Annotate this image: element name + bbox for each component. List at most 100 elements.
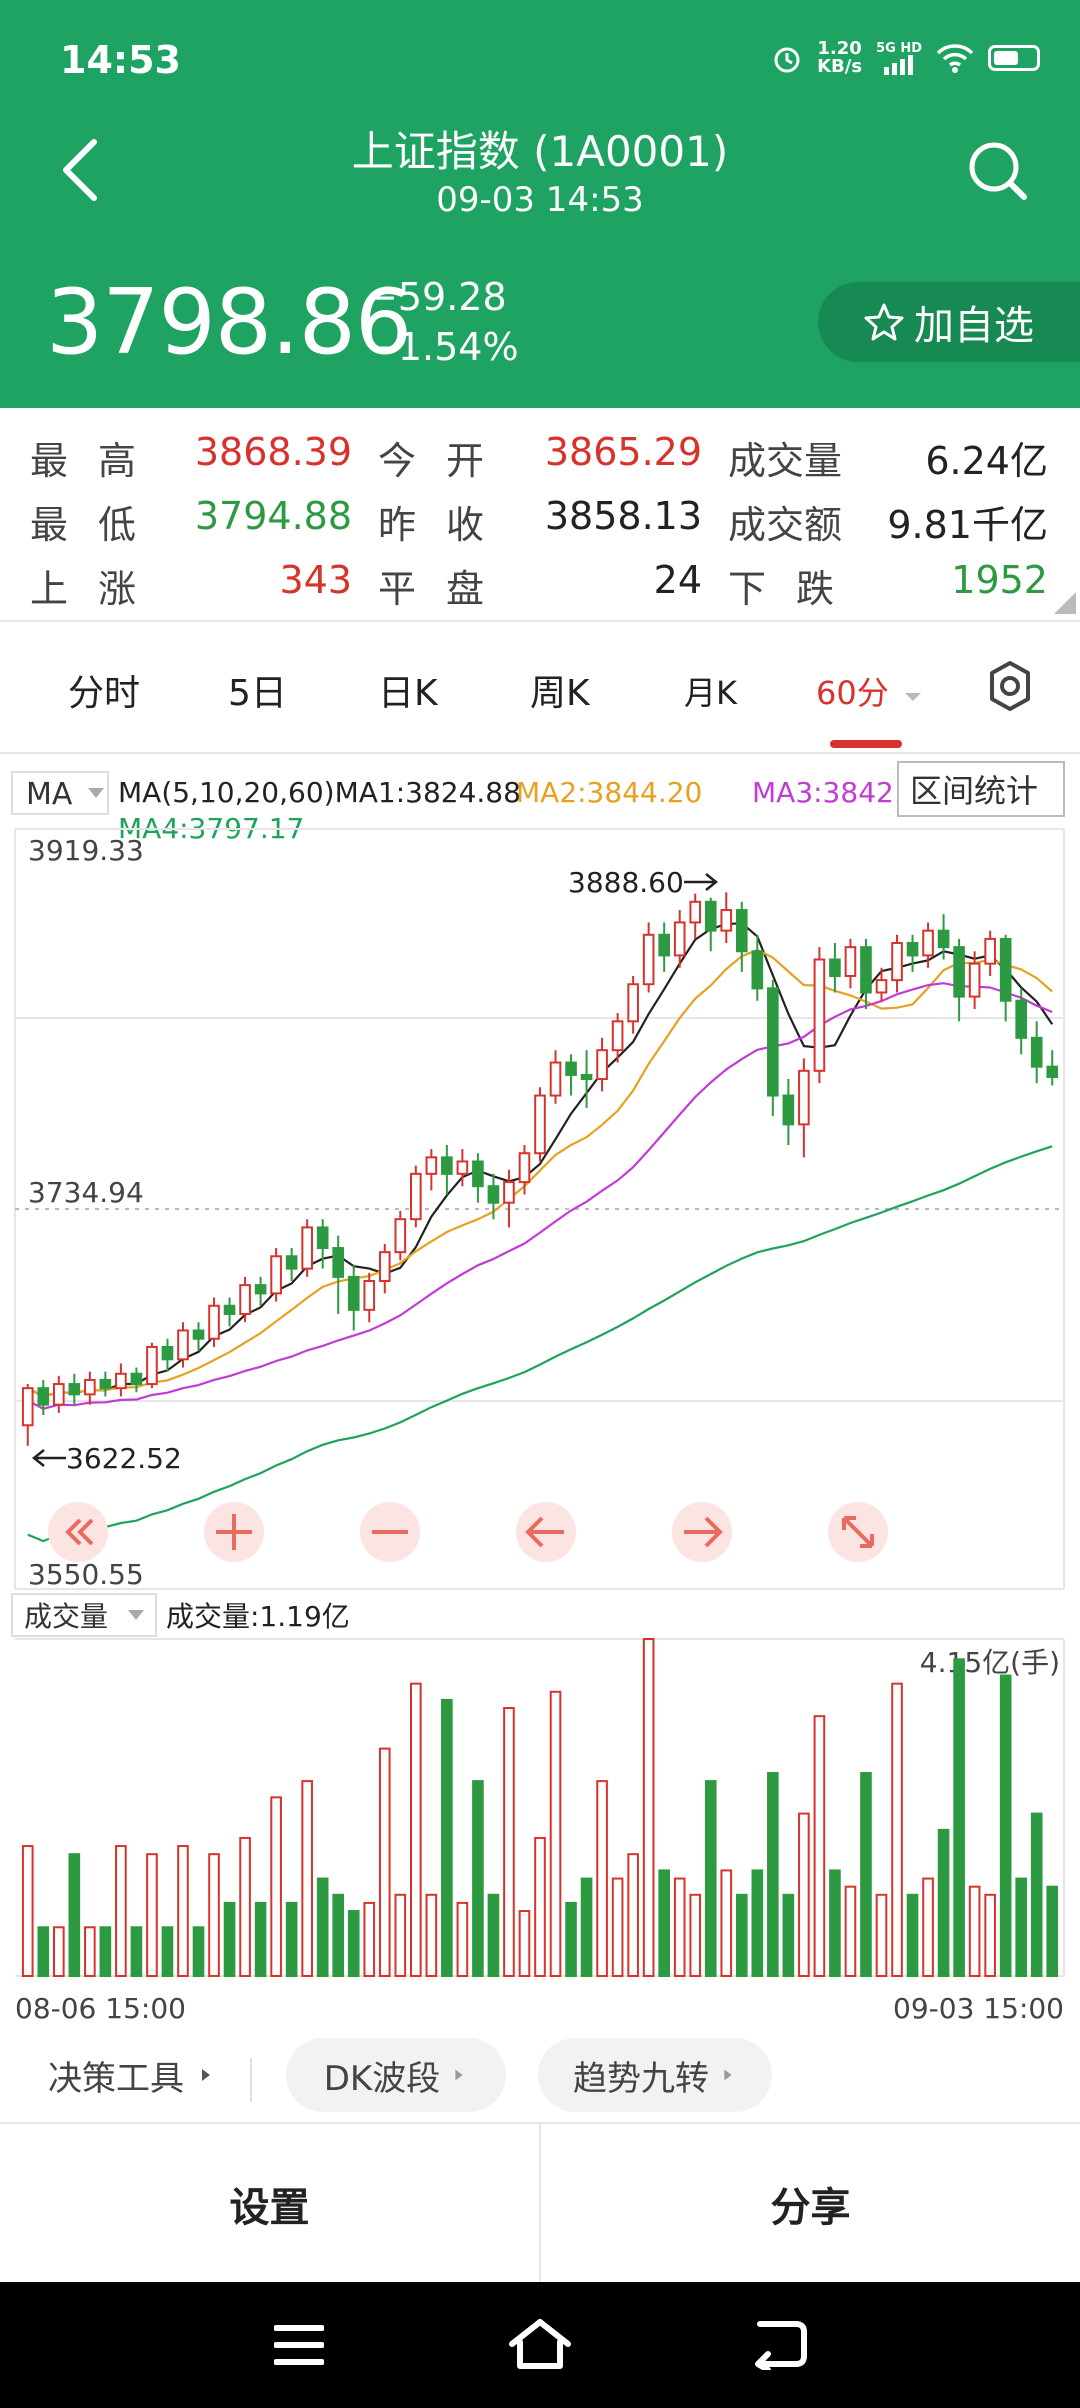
candlestick-chart[interactable]: MA MA(5,10,20,60)MA1:3824.88 MA2:3844.20…	[0, 754, 1080, 2034]
range-stats-button[interactable]	[897, 761, 1065, 817]
signal-icon: 5G HD	[876, 42, 922, 75]
candle	[332, 1235, 345, 1314]
volume-bar	[782, 1893, 795, 1977]
svg-text:MA(5,10,20,60)MA1:3824.88: MA(5,10,20,60)MA1:3824.88	[118, 776, 521, 809]
candle	[689, 893, 702, 939]
volume-bar	[130, 1926, 143, 1977]
candle	[767, 980, 779, 1117]
ma-line-3	[27, 982, 1053, 1410]
alarm-icon	[774, 47, 800, 73]
tab-monthly-k[interactable]: 月K	[684, 674, 737, 712]
add-favorite-button[interactable]: 加自选	[818, 282, 1080, 362]
pan-left-button[interactable]	[516, 1502, 576, 1562]
candle	[394, 1210, 407, 1261]
volume-bar	[735, 1893, 748, 1977]
candle	[208, 1297, 220, 1347]
chart-area[interactable]: MA MA(5,10,20,60)MA1:3824.88 MA2:3844.20…	[0, 754, 1080, 2034]
tab-active-indicator	[830, 740, 902, 748]
volume-bar	[192, 1926, 205, 1977]
pan-right-button[interactable]	[672, 1502, 732, 1562]
volume-bar	[285, 1901, 298, 1977]
price-chart-frame	[14, 828, 1065, 1590]
low-label: 最低	[30, 503, 167, 547]
battery-icon	[988, 45, 1040, 71]
share-button[interactable]: 分享	[770, 2185, 851, 2231]
range-stats-label[interactable]: 区间统计	[910, 772, 1038, 810]
volume-bar	[642, 1638, 655, 1977]
volume-bar	[875, 1893, 888, 1977]
tab-daily-k[interactable]: 日K	[378, 673, 438, 714]
dk-band-label: DK波段	[323, 2058, 441, 2099]
volume-selector-label[interactable]: 成交量	[24, 1600, 108, 1633]
volume-bar	[363, 1901, 376, 1977]
action-bar: 设置 分享	[0, 2122, 1080, 2284]
volume-bar	[968, 1885, 981, 1977]
back-button[interactable]	[50, 130, 110, 210]
back-nav-icon[interactable]	[752, 2318, 808, 2370]
period-tabs: 分时 5日 日K 周K 月K 60分	[0, 622, 1080, 754]
candle	[363, 1272, 376, 1323]
ma-header: MA MA(5,10,20,60)MA1:3824.88 MA2:3844.20…	[11, 761, 1065, 845]
decision-tools-button[interactable]: 决策工具	[40, 2038, 224, 2112]
network-rate: 1.20 KB/s	[817, 38, 863, 77]
ma-selector-label[interactable]: MA	[26, 777, 73, 812]
tool-divider	[250, 2058, 252, 2102]
fullscreen-button[interactable]	[828, 1502, 888, 1562]
volume-bar	[689, 1893, 702, 1977]
volume-bar	[596, 1780, 608, 1977]
ma-header-label: MA(5,10,20,60)	[118, 776, 335, 809]
volume-bar	[208, 1853, 220, 1977]
up-count-label: 上涨	[30, 567, 167, 611]
tab-60min[interactable]: 60分	[816, 668, 923, 714]
home-icon[interactable]	[508, 2316, 572, 2372]
volume-max-label: 4.15亿(手)	[920, 1646, 1060, 1679]
volume-bar	[580, 1877, 593, 1977]
low-value: 3794.88	[194, 494, 352, 538]
tab-intraday[interactable]: 分时	[68, 673, 141, 714]
dk-band-button[interactable]: DK波段	[286, 2038, 506, 2112]
candle	[177, 1322, 189, 1368]
status-icons: 1.20 KB/s 5G HD	[771, 40, 1040, 76]
search-button[interactable]	[962, 135, 1032, 205]
volume-bar	[37, 1926, 50, 1977]
volume-bar	[611, 1877, 624, 1977]
volume-bar	[534, 1836, 546, 1977]
zoom-out-button[interactable]	[360, 1502, 420, 1562]
volume-bar	[146, 1853, 158, 1977]
x-axis-start-label: 08-06 15:00	[15, 1992, 186, 2025]
candle	[891, 934, 903, 993]
volume-bar	[68, 1853, 81, 1977]
settings-button[interactable]: 设置	[229, 2185, 310, 2231]
candle	[860, 938, 872, 1009]
plus-icon	[216, 1514, 252, 1550]
volume-bar	[410, 1682, 422, 1977]
status-time: 14:53	[60, 38, 181, 82]
candle	[534, 1087, 546, 1162]
candle	[52, 1375, 65, 1413]
chart-settings-gear-icon[interactable]	[982, 658, 1038, 714]
tab-5day[interactable]: 5日	[228, 673, 287, 714]
tab-weekly-k[interactable]: 周K	[530, 673, 590, 714]
volume-value: 6.24亿	[925, 439, 1048, 483]
arrow-right-icon	[684, 1516, 723, 1548]
volume-bar	[813, 1715, 826, 1977]
candle	[456, 1149, 469, 1187]
down-count-label: 下跌	[728, 567, 865, 611]
trend-nine-button[interactable]: 趋势九转	[538, 2038, 772, 2112]
expand-corner-icon[interactable]	[1054, 592, 1076, 614]
candle	[999, 934, 1012, 1022]
rewind-button[interactable]	[48, 1502, 108, 1562]
volume-bar	[549, 1690, 562, 1977]
candle	[146, 1342, 158, 1389]
candle	[906, 934, 919, 972]
menu-icon[interactable]	[274, 2322, 324, 2368]
volume-bar	[425, 1893, 438, 1977]
add-favorite-label: 加自选	[914, 303, 1034, 349]
volume-bar	[84, 1926, 96, 1977]
zoom-in-button[interactable]	[204, 1502, 264, 1562]
candle	[115, 1363, 127, 1397]
candle	[270, 1248, 282, 1302]
candle	[968, 951, 981, 1009]
volume-bar	[177, 1845, 189, 1977]
ma1-value: MA1:3824.88	[335, 776, 521, 809]
